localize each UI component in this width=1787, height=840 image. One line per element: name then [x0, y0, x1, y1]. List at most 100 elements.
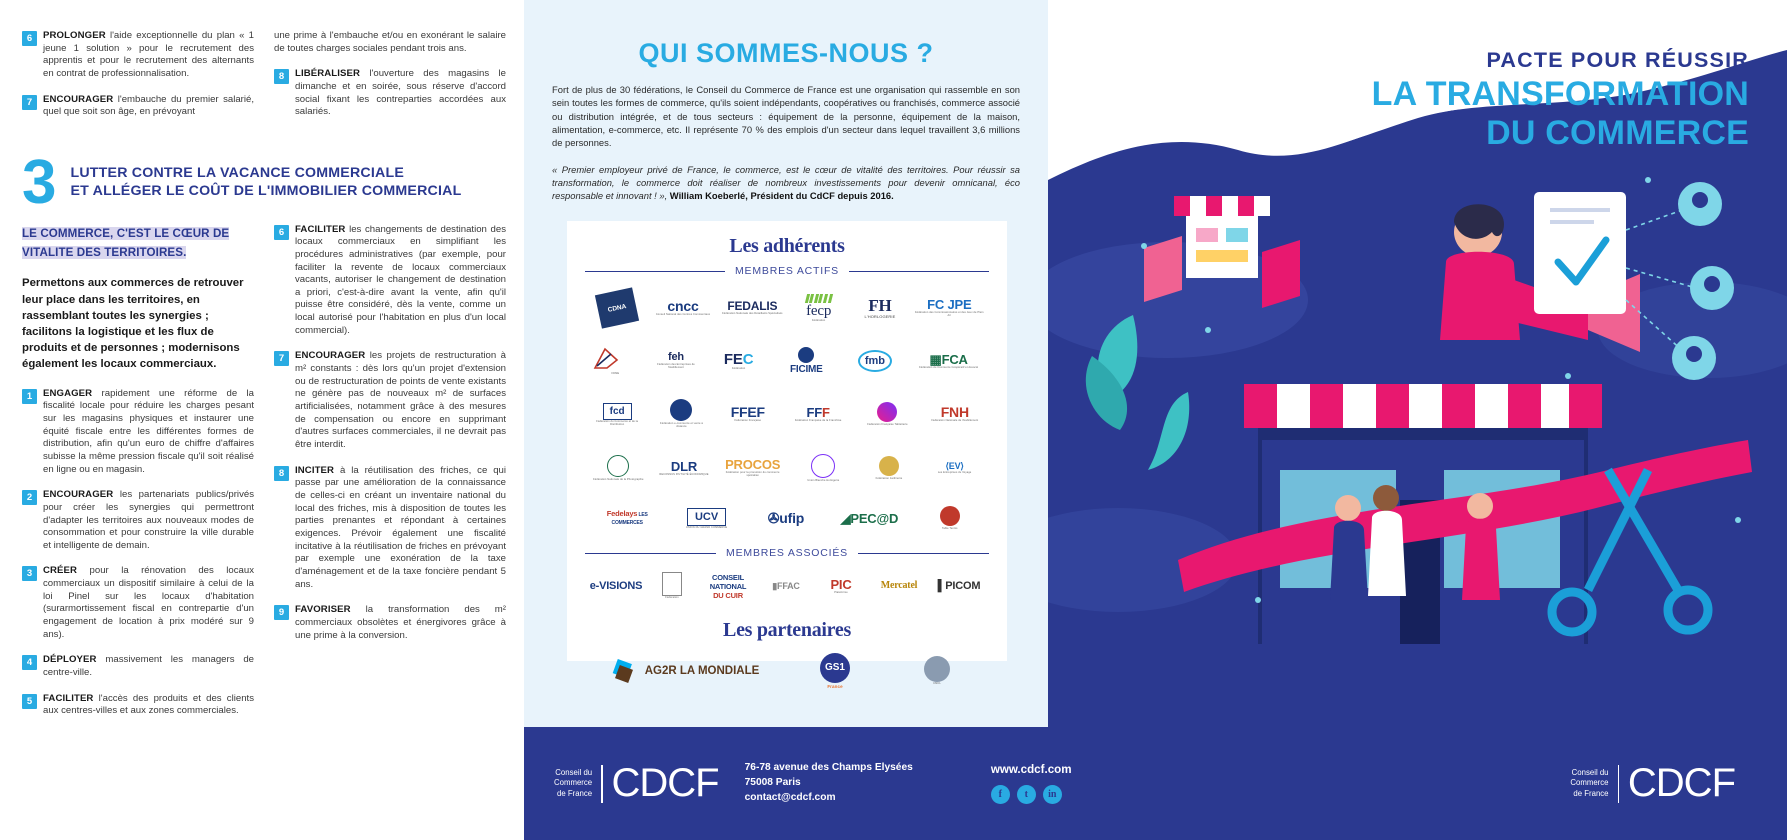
item-number: 6 — [22, 31, 37, 46]
logo-subtext: FDME — [611, 372, 620, 376]
list-item: 8 INCITER à la réutilisation des friches… — [274, 465, 506, 592]
pecad-logo-text: ◢PEC@D — [840, 510, 899, 526]
logo-item: Fédération e-commerce et vente à distanc… — [652, 395, 710, 433]
logo-item: fecp Fédération — [789, 290, 849, 327]
list-item: 6 FACILITER les changements de destinati… — [274, 224, 506, 338]
logo-item: Fedelays LES COMMERCES — [591, 506, 663, 530]
list-item-continuation: une prime à l'embauche et/ou en exonéran… — [274, 30, 506, 55]
logo-subtext: Fédération des Commissionnaires et des J… — [914, 311, 984, 317]
item-number: 8 — [274, 465, 289, 481]
jardinerie-logo-icon — [878, 455, 899, 476]
contact-email[interactable]: contact@cdcf.com — [744, 791, 836, 803]
logo-item: CDNA — [587, 287, 647, 329]
divider-line — [848, 270, 989, 272]
logo-divider — [1617, 764, 1619, 803]
network-nodes — [1625, 207, 1697, 353]
procos-logo-text: PROCOS — [725, 457, 781, 473]
logo-subtext: Fédération des Entreprises de l'Habillem… — [657, 363, 695, 369]
gift-shop — [1144, 196, 1300, 308]
center-title: QUI SOMMES-NOUS ? — [638, 38, 934, 68]
fdme-logo-icon — [594, 347, 619, 369]
logo-item: Union Blanche Horlogerie — [790, 450, 856, 487]
facebook-icon[interactable]: f — [990, 785, 1010, 804]
fmb-logo-icon: fmb — [857, 350, 892, 372]
logo-item: cncc Conseil National des Centres Commer… — [650, 295, 716, 321]
ficime-logo-icon — [798, 347, 815, 363]
item-text: FACILITER l'accès des produits et des cl… — [43, 692, 254, 717]
right-title-block: PACTE POUR RÉUSSIR LA TRANSFORMATION DU … — [1372, 48, 1749, 151]
item-title: DÉPLOYER — [43, 654, 97, 666]
people-group — [1330, 485, 1500, 600]
logo-item: UCV UNION DU GRAND COMMERCE — [676, 503, 738, 534]
cdcf-logo: Conseil du Commerce de France CDCF — [554, 761, 720, 806]
footer-content: Conseil du Commerce de France CDCF 76-78… — [524, 727, 1787, 840]
website-url[interactable]: www.cdcf.com — [990, 763, 1072, 776]
logo-subtext: Fédération pour la promotion du commerce… — [725, 471, 780, 477]
divider-line — [585, 270, 726, 272]
fecp-logo-text: fecp — [806, 302, 832, 319]
lead-paragraph: Permettons aux commerces de retrouver le… — [22, 277, 244, 371]
dlr-logo-text: DLR — [670, 458, 698, 474]
logo-row: Fedelays LES COMMERCES UCV UNION DU GRAN… — [585, 495, 989, 541]
item-number: 7 — [22, 94, 37, 110]
item-title: ENCOURAGER — [43, 93, 114, 105]
logo-subtext: Fédération Française Tabletterie — [867, 422, 908, 426]
logo-item: FDME — [589, 342, 641, 380]
item-title: ENGAGER — [43, 387, 93, 399]
fedelays-logo-text: Fedelays LES COMMERCES — [606, 509, 648, 526]
cdcf-logo-text: CDCF — [611, 761, 720, 805]
quote-author: William Koeberlé, Président du CdCF depu… — [669, 190, 894, 202]
logo-item: FNH Fédération Nationale de l'Habillemen… — [924, 401, 986, 427]
left-panel: 6 PROLONGER l'aide exceptionnelle du pla… — [0, 0, 524, 840]
ffac-logo-text: ▮FFAC — [772, 580, 800, 591]
list-item: 3 CRÉER pour la rénovation des locaux co… — [22, 565, 254, 641]
logo-subtext: Fédération Nationale de l'Habillement — [931, 419, 979, 423]
sparkles — [1141, 177, 1741, 603]
list-item: 9 FAVORISER la transformation des m² com… — [274, 604, 506, 642]
fcd-logo-text: fcd — [602, 403, 632, 421]
item-text: INCITER à la réutilisation des friches, … — [295, 464, 506, 590]
fevad-logo-icon — [670, 399, 693, 422]
federation-logo-icon — [662, 572, 682, 597]
fnp-logo-icon — [607, 454, 630, 477]
logo-item: Fédération Française Tabletterie — [857, 398, 917, 431]
tennis-logo-icon — [939, 505, 960, 526]
twitter-icon[interactable]: t — [1016, 785, 1036, 804]
pic-logo-text: PIC — [830, 576, 852, 592]
linkedin-icon[interactable]: in — [1042, 785, 1062, 804]
item-number: 3 — [22, 566, 37, 582]
ucv-logo-text: UCV — [686, 507, 727, 526]
logo-row: fcd Fédération du Commerce et de la Dist… — [585, 387, 989, 441]
item-text: ENCOURAGER les partenariats publics/priv… — [43, 489, 254, 551]
footer-web: www.cdcf.com f t in — [990, 763, 1072, 804]
item-number: 9 — [274, 605, 289, 621]
logo-item: AG2R LA MONDIALE — [595, 653, 775, 689]
cncc-logo-text: cncc — [667, 298, 699, 315]
membres-associes-label: MEMBRES ASSOCIÉS — [726, 547, 848, 559]
logo-item: FEC Fédération — [711, 348, 767, 375]
address-line-1: 76-78 avenue des Champs Elysées — [744, 762, 913, 774]
fedalis-logo-text: FEDALIS — [727, 299, 778, 314]
logo-item: Mercatel — [869, 577, 929, 595]
membres-actifs-divider: MEMBRES ACTIFS — [585, 265, 989, 277]
item-title: LIBÉRALISER — [295, 68, 361, 80]
list-item: 2 ENCOURAGER les partenariats publics/pr… — [22, 489, 254, 552]
item-title: FACILITER — [43, 692, 94, 704]
logo-row-associes: e-VISIONS Fédération CONSEIL NATIONAL DU C… — [585, 563, 989, 609]
footer-address: 76-78 avenue des Champs Elysées 75008 Pa… — [745, 761, 913, 805]
logo-subtext: Fédération Française de la Franchise — [794, 418, 842, 422]
item-text: une prime à l'embauche et/ou en exonéran… — [274, 30, 506, 54]
ufip-logo-text: ✇ufip — [767, 510, 805, 526]
item-text: FACILITER les changements de destination… — [295, 223, 506, 336]
membres-actifs-label: MEMBRES ACTIFS — [735, 265, 839, 277]
ffef-logo-text: FFEF — [730, 404, 765, 421]
logo-item: feh Fédération des Entreprises de l'Habi… — [650, 348, 702, 374]
mercatel-logo-text: Mercatel — [880, 580, 918, 591]
logo-row-partenaires: AG2R LA MONDIALE GS1 France CMCL — [585, 646, 989, 696]
illustration-artwork — [1048, 0, 1787, 840]
members-card: Les adhérents MEMBRES ACTIFS CDNA cncc C… — [567, 221, 1007, 689]
logo-subtext: UNION DU GRAND COMMERCE — [685, 525, 728, 529]
logo-item: Fédération — [647, 568, 697, 604]
item-text: ENCOURAGER l'embauche du premier salarié… — [43, 93, 254, 118]
picom-logo-text: ▌PICOM — [937, 579, 981, 592]
